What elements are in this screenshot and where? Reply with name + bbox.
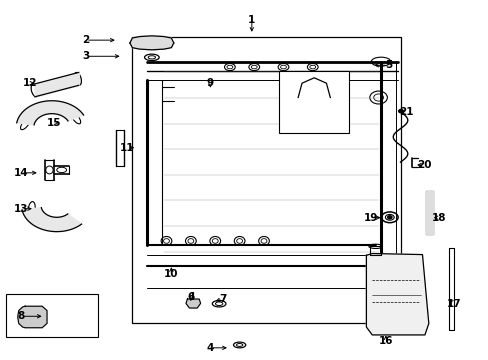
Text: 1: 1 xyxy=(248,15,255,26)
Bar xyxy=(132,37,400,323)
Polygon shape xyxy=(366,253,428,335)
Text: 10: 10 xyxy=(164,269,178,279)
Text: 21: 21 xyxy=(398,107,413,117)
Text: 15: 15 xyxy=(47,118,61,128)
Polygon shape xyxy=(17,101,83,125)
Text: 5: 5 xyxy=(384,60,391,70)
Polygon shape xyxy=(130,43,173,50)
Text: 11: 11 xyxy=(120,143,135,153)
Polygon shape xyxy=(130,36,173,43)
Text: 20: 20 xyxy=(416,160,430,170)
Text: 6: 6 xyxy=(187,292,194,302)
Text: 9: 9 xyxy=(206,78,213,88)
Polygon shape xyxy=(426,191,432,234)
Text: 14: 14 xyxy=(14,168,28,178)
Text: 2: 2 xyxy=(82,35,89,45)
Bar xyxy=(5,294,98,337)
Text: 18: 18 xyxy=(431,213,446,222)
Text: 7: 7 xyxy=(219,294,226,304)
Text: 19: 19 xyxy=(364,213,378,222)
Bar xyxy=(278,71,348,134)
Polygon shape xyxy=(185,299,200,308)
Text: 17: 17 xyxy=(446,299,461,309)
Text: 3: 3 xyxy=(82,51,89,61)
Circle shape xyxy=(398,109,403,113)
Text: 8: 8 xyxy=(18,311,25,321)
Text: 13: 13 xyxy=(14,204,28,214)
Polygon shape xyxy=(22,208,81,231)
Text: 4: 4 xyxy=(206,343,214,353)
Polygon shape xyxy=(18,306,47,328)
Text: 16: 16 xyxy=(378,336,392,346)
Text: 12: 12 xyxy=(22,78,37,88)
Circle shape xyxy=(386,216,391,219)
